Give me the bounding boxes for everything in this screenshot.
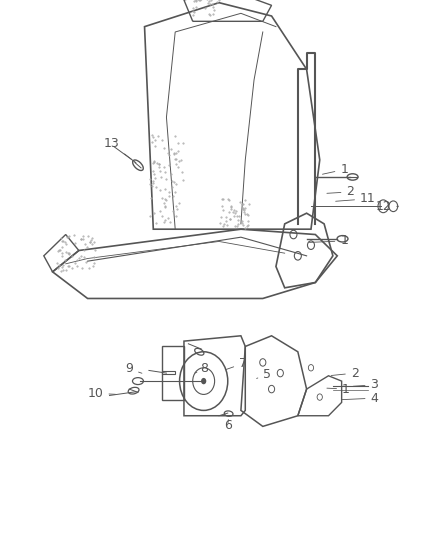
- Text: 6: 6: [224, 419, 232, 432]
- Text: 2: 2: [331, 367, 359, 379]
- Text: 13: 13: [104, 138, 131, 159]
- Text: 10: 10: [88, 387, 116, 400]
- Text: 4: 4: [342, 392, 378, 405]
- Text: 5: 5: [257, 368, 271, 381]
- Text: 7: 7: [226, 357, 247, 370]
- Text: 9: 9: [125, 362, 142, 375]
- Text: 3: 3: [353, 378, 378, 391]
- Text: 1: 1: [327, 383, 350, 395]
- Text: 8: 8: [195, 362, 208, 375]
- Text: 11: 11: [336, 192, 376, 205]
- Text: 2: 2: [327, 185, 354, 198]
- Bar: [162, 371, 175, 374]
- Text: 12: 12: [375, 200, 399, 213]
- Text: 1: 1: [309, 235, 348, 247]
- Circle shape: [201, 378, 206, 384]
- Text: 1: 1: [322, 163, 348, 176]
